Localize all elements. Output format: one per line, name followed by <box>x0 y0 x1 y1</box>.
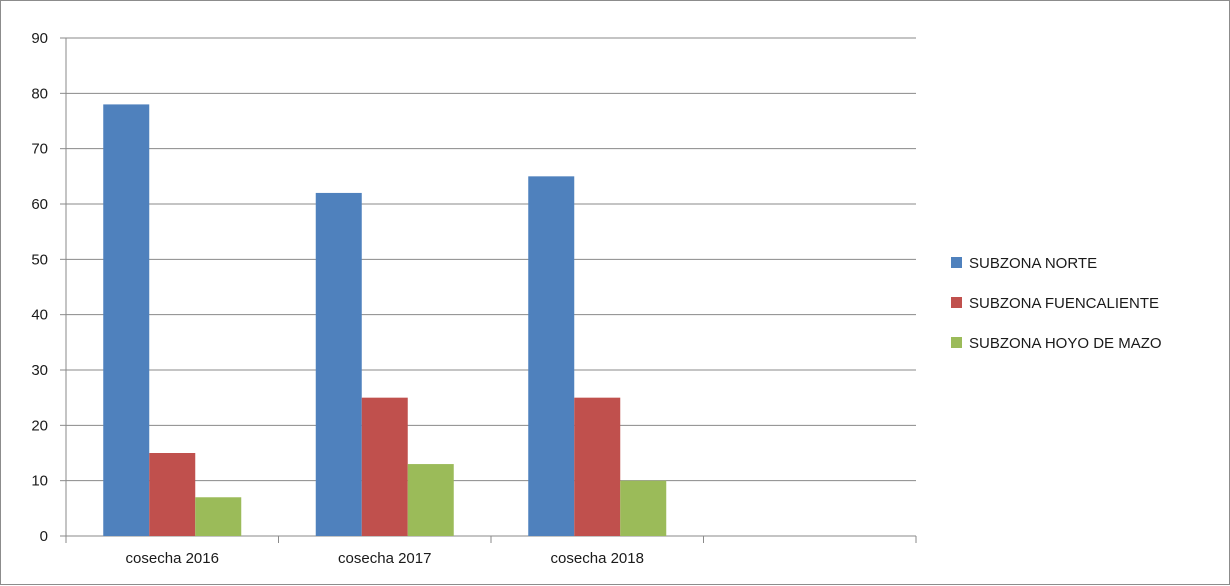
y-tick-label: 50 <box>31 251 48 268</box>
bar-1-3 <box>528 176 575 537</box>
legend-swatch-3 <box>951 337 962 348</box>
y-tick-label: 20 <box>31 417 48 434</box>
x-tick-label: cosecha 2016 <box>126 550 219 567</box>
y-tick-label: 70 <box>31 141 48 158</box>
bar-2-2 <box>361 397 408 536</box>
x-tick-labels: cosecha 2016 cosecha 2017 cosecha 2018 <box>126 550 644 567</box>
bar-2-1 <box>149 453 196 536</box>
x-tick-label: cosecha 2018 <box>551 550 644 567</box>
bar-3-3 <box>620 480 667 536</box>
legend-label-2: SUBZONA FUENCALIENTE <box>969 295 1159 312</box>
bar-3-2 <box>407 464 454 536</box>
legend-swatch-1 <box>951 257 962 268</box>
legend-label-1: SUBZONA NORTE <box>969 255 1097 272</box>
y-tick-label: 40 <box>31 307 48 324</box>
y-tick-labels: 0 10 20 30 40 50 60 70 80 90 <box>31 30 48 545</box>
bar-1-2 <box>315 192 362 536</box>
bar-1-1 <box>103 104 150 537</box>
y-tick-label: 80 <box>31 85 48 102</box>
legend-label-3: SUBZONA HOYO DE MAZO <box>969 335 1162 352</box>
y-tick-label: 30 <box>31 362 48 379</box>
y-tick-label: 90 <box>31 30 48 47</box>
gridlines <box>66 37 916 482</box>
bars <box>103 104 667 537</box>
y-tick-label: 0 <box>40 528 48 545</box>
y-tick-label: 10 <box>31 473 48 490</box>
bar-3-1 <box>195 497 242 536</box>
bar-2-3 <box>574 397 621 536</box>
legend: SUBZONA NORTE SUBZONA FUENCALIENTE SUBZONA… <box>951 255 1162 352</box>
x-tick-label: cosecha 2017 <box>338 550 431 567</box>
y-tick-label: 60 <box>31 196 48 213</box>
legend-swatch-2 <box>951 297 962 308</box>
